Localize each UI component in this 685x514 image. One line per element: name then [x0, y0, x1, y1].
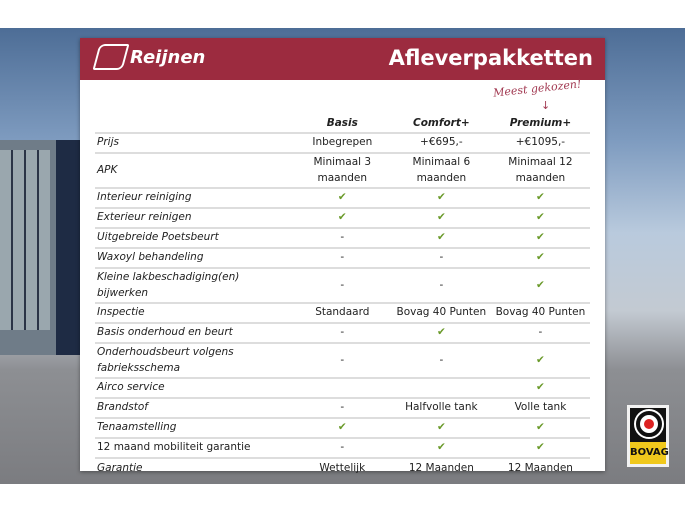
cell-value [292, 378, 392, 399]
row-label: Interieur reiniging [95, 188, 293, 209]
table-row: APK Minimaal 3 maanden Minimaal 6 maanden M… [95, 153, 590, 189]
row-label: Inspectie [95, 303, 293, 324]
check-icon: ✔ [490, 343, 590, 379]
cell-value: - [391, 248, 491, 269]
cell-value: - [292, 228, 392, 249]
cell-value: Standaard [292, 303, 392, 324]
check-icon: ✔ [490, 378, 590, 399]
check-icon: ✔ [391, 418, 491, 439]
arrow-down-icon: ↓ [541, 99, 551, 112]
check-icon: ✔ [490, 248, 590, 269]
row-label: Basis onderhoud en beurt [95, 323, 293, 344]
logo-text: Reijnen [130, 46, 206, 68]
table-row: Tenaamstelling ✔ ✔ ✔ [95, 418, 590, 439]
cell-value: 12 Maanden [408, 461, 474, 474]
check-icon: ✔ [292, 188, 392, 209]
column-comfort: Comfort+ [391, 113, 491, 134]
check-icon: ✔ [391, 438, 491, 459]
cell-value: 12 Maanden [507, 461, 573, 474]
cell-value: - [391, 343, 491, 379]
table-row: Waxoyl behandeling - - ✔ [95, 248, 590, 269]
check-icon: ✔ [490, 208, 590, 229]
cell-value: - [292, 248, 392, 269]
table-row: Kleine lakbeschadiging(en) bijwerken - - ✔ [95, 268, 590, 304]
row-label: Kleine lakbeschadiging(en) bijwerken [95, 268, 293, 304]
row-label: APK [95, 153, 293, 189]
building-windows [0, 150, 50, 330]
cell-value: - [490, 323, 590, 344]
row-label: Uitgebreide Poetsbeurt [95, 228, 293, 249]
cell-value [391, 378, 491, 399]
column-basis: Basis [292, 113, 392, 134]
cell-value: Wettelijk [319, 461, 366, 474]
table-row: Prijs Inbegrepen +€695,- +€1095,- [95, 133, 590, 154]
check-icon: ✔ [490, 268, 590, 304]
check-icon: ✔ [391, 208, 491, 229]
table-row: 12 maand mobiliteit garantie - ✔ ✔ [95, 438, 590, 459]
comparison-table: Basis Comfort+ Premium+ Prijs Inbegrepen +… [95, 113, 590, 478]
table-row: Airco service ✔ [95, 378, 590, 399]
cell-value: Halfvolle tank [391, 398, 491, 419]
check-icon: ✔ [391, 188, 491, 209]
table-row: Inspectie Standaard Bovag 40 Punten Bovag 4… [95, 303, 590, 324]
check-icon: ✔ [391, 228, 491, 249]
table-row: Basis onderhoud en beurt - ✔ - [95, 323, 590, 344]
empty-header [95, 113, 293, 134]
cell-value: Volle tank [490, 398, 590, 419]
check-icon: ✔ [391, 323, 491, 344]
table-row: Uitgebreide Poetsbeurt - ✔ ✔ [95, 228, 590, 249]
table-row: Garantie Wettelijk 12 Maanden 12 Maanden [95, 458, 590, 478]
cell-value: +€1095,- [490, 133, 590, 154]
table-row: Brandstof - Halfvolle tank Volle tank [95, 398, 590, 419]
row-label: Exterieur reinigen [95, 208, 293, 229]
cell-value: - [292, 268, 392, 304]
car-logo-icon [92, 44, 130, 70]
table-row: Onderhoudsbeurt volgens fabrieksschema - -… [95, 343, 590, 379]
check-icon: ✔ [490, 188, 590, 209]
row-label: Waxoyl behandeling [95, 248, 293, 269]
check-icon: ✔ [490, 438, 590, 459]
check-icon: ✔ [490, 418, 590, 439]
row-label: Tenaamstelling [95, 418, 293, 439]
bovag-emblem-icon [636, 411, 662, 437]
check-icon: ✔ [292, 418, 392, 439]
row-label: Airco service [95, 378, 293, 399]
table-row: Interieur reiniging ✔ ✔ ✔ [95, 188, 590, 209]
most-chosen-note: Meest gekozen! [492, 77, 582, 100]
check-icon: ✔ [490, 228, 590, 249]
page-title: Afleverpakketten [388, 46, 593, 70]
cell-value: Inbegrepen [292, 133, 392, 154]
table-row: Exterieur reinigen ✔ ✔ ✔ [95, 208, 590, 229]
cell-value: - [292, 323, 392, 344]
cell-value: Minimaal 12 maanden [490, 153, 590, 189]
row-label: 12 maand mobiliteit garantie [95, 438, 293, 459]
cell-value: Bovag 40 Punten [490, 303, 590, 324]
row-label: Garantie [97, 461, 143, 474]
cell-value: - [292, 343, 392, 379]
bovag-logo: BOVAG [627, 405, 669, 467]
cell-value: - [391, 268, 491, 304]
row-label: Onderhoudsbeurt volgens fabrieksschema [95, 343, 293, 379]
column-premium: Premium+ [490, 113, 590, 134]
cell-value: - [292, 398, 392, 419]
cell-value: Bovag 40 Punten [391, 303, 491, 324]
row-label: Brandstof [95, 398, 293, 419]
cell-value: - [292, 438, 392, 459]
cell-value: Minimaal 6 maanden [391, 153, 491, 189]
package-card: Reijnen Afleverpakketten Meest gekozen! … [80, 38, 605, 474]
check-icon: ✔ [292, 208, 392, 229]
card-header: Reijnen Afleverpakketten [80, 38, 605, 80]
reijnen-logo: Reijnen [92, 44, 206, 70]
cell-value: Minimaal 3 maanden [292, 153, 392, 189]
cell-value: +€695,- [391, 133, 491, 154]
row-label: Prijs [95, 133, 293, 154]
